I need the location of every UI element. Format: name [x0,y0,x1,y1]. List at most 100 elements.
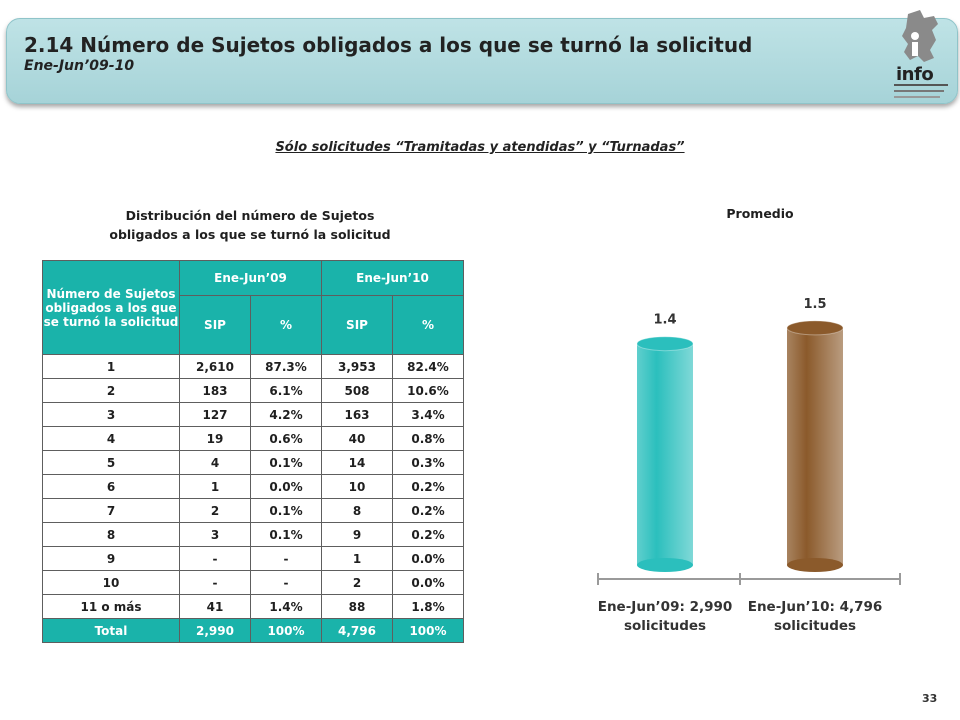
table-cell: 0.2% [392,522,464,547]
table-cell: 183 [179,378,251,403]
bar-2-base [787,558,843,572]
table-cell: 6.1% [250,378,322,403]
table-cell: 3,953 [321,354,393,379]
row-header-cell: Número de Sujetos obligados a los que se… [42,260,180,355]
table-cell: 9 [42,546,180,571]
table-cell: 14 [321,450,393,475]
title-banner [6,18,958,104]
distribution-table: Número de Sujetos obligados a los que se… [42,260,464,643]
table-cell: 7 [42,498,180,523]
table-cell: 3 [179,522,251,547]
table-cell: 1 [179,474,251,499]
table-cell: 2,610 [179,354,251,379]
table-cell: 2 [321,570,393,595]
table-cell: 8 [42,522,180,547]
table-cell: 9 [321,522,393,547]
table-cell: 0.6% [250,426,322,451]
table-cell: 0.2% [392,474,464,499]
table-row: 5 4 0.1% 14 0.3% [42,450,464,475]
table-row: 1 2,610 87.3% 3,953 82.4% [42,354,464,379]
table-cell: 88 [321,594,393,619]
table-cell: 0.2% [392,498,464,523]
table-cell: 3 [42,402,180,427]
table-cell: 11 o más [42,594,180,619]
table-cell: 4 [179,450,251,475]
page-number: 33 [922,692,938,705]
table-cell: - [179,570,251,595]
table-row: 7 2 0.1% 8 0.2% [42,498,464,523]
table-row: 4 19 0.6% 40 0.8% [42,426,464,451]
category-label: solicitudes [624,618,706,634]
total-row: Total 2,990 100% 4,796 100% [42,618,464,643]
table-cell: 1 [42,354,180,379]
table-cell: 0.1% [250,450,322,475]
table-cell: 0.0% [392,546,464,571]
info-logo-icon [894,10,948,98]
table-cell: 2 [179,498,251,523]
bar-1-top [636,336,694,352]
table-cell: 163 [321,402,393,427]
table-cell: 10 [42,570,180,595]
table-cell: 0.3% [392,450,464,475]
table-row: 8 3 0.1% 9 0.2% [42,522,464,547]
table-cell: 4 [42,426,180,451]
table-cell: 8 [321,498,393,523]
table-cell: 127 [179,402,251,427]
pct-header-09: % [250,295,322,355]
table-cell: 5 [42,450,180,475]
total-cell: 100% [250,618,322,643]
table-cell: 0.0% [250,474,322,499]
table-cell: 4.2% [250,402,322,427]
table-cell: 6 [42,474,180,499]
table-cell: 0.0% [392,570,464,595]
bar-1 [637,343,693,565]
table-cell: - [250,570,322,595]
table-cell: 82.4% [392,354,464,379]
table-cell: - [179,546,251,571]
table-row: 2 183 6.1% 508 10.6% [42,378,464,403]
table-cell: 0.8% [392,426,464,451]
sip-header-09: SIP [179,295,251,355]
average-bar-chart: 1.4 Ene-Jun’09: 2,990 solicitudes 1.5 Ene-Ju… [597,297,901,634]
table-row: 10- -2 0.0% [42,570,464,595]
period2-header: Ene-Jun’10 [321,260,464,296]
table-row: 6 1 0.0% 10 0.2% [42,474,464,499]
page-title: 2.14 Número de Sujetos obligados a los q… [24,33,753,57]
category-label: Ene-Jun’10: 4,796 [748,599,883,615]
category-label: Ene-Jun’09: 2,990 [598,599,733,615]
bar-value-label: 1.5 [803,297,826,312]
table-cell: 2 [42,378,180,403]
total-cell: Total [42,618,180,643]
table-cell: 1.4% [250,594,322,619]
table-cell: 0.1% [250,498,322,523]
bar-value-label: 1.4 [653,313,676,328]
pct-header-10: % [392,295,464,355]
table-cell: 1.8% [392,594,464,619]
table-cell: 10 [321,474,393,499]
bar-2-top [786,320,844,336]
category-label: solicitudes [774,618,856,634]
table-row: 11 o más 41 1.4% 88 1.8% [42,594,464,619]
table-cell: 3.4% [392,402,464,427]
sip-header-10: SIP [321,295,393,355]
table-cell: 10.6% [392,378,464,403]
table-cell: 508 [321,378,393,403]
total-cell: 100% [392,618,464,643]
total-cell: 4,796 [321,618,393,643]
table-cell: 87.3% [250,354,322,379]
table-heading: Distribución del número de Sujetos oblig… [109,208,391,242]
table-cell: 40 [321,426,393,451]
period1-header: Ene-Jun’09 [179,260,322,296]
bar-1-base [637,558,693,572]
table-cell: 19 [179,426,251,451]
table-row: 9- -1 0.0% [42,546,464,571]
table-cell: - [250,546,322,571]
table-cell: 0.1% [250,522,322,547]
table-cell: 41 [179,594,251,619]
chart-heading: Promedio [726,206,794,221]
filter-note: Sólo solicitudes “Tramitadas y atendidas… [275,140,685,155]
bar-2 [787,327,843,565]
page-subtitle: Ene-Jun’09-10 [24,58,135,74]
table-cell: 1 [321,546,393,571]
logo-text: info [896,64,934,85]
